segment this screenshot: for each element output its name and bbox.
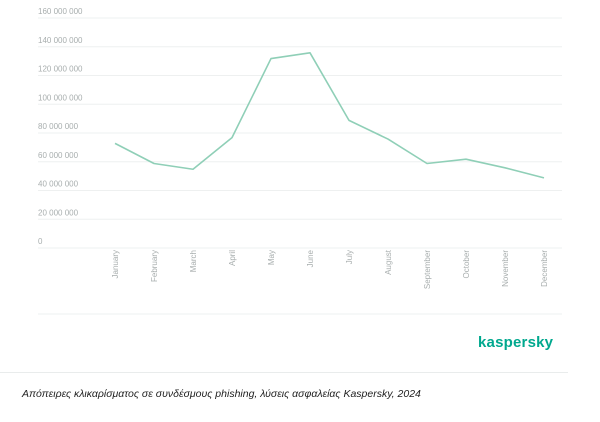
series-layer — [114, 52, 545, 179]
x-tick-label: November — [501, 250, 510, 287]
x-tick-label: January — [111, 250, 120, 278]
x-tick-label: September — [423, 250, 432, 289]
y-tick-label: 120 000 000 — [38, 65, 83, 74]
y-tick-label: 0 — [38, 237, 43, 246]
x-tick-label: August — [384, 249, 393, 275]
series-line — [114, 52, 545, 179]
chart-card: 0 20 000 000 40 000 000 60 000 000 80 000 00… — [0, 7, 568, 373]
y-tick-label: 60 000 000 — [38, 151, 79, 160]
y-tick-label: 20 000 000 — [38, 208, 79, 217]
x-tick-label: October — [462, 250, 471, 279]
x-tick-label: December — [540, 250, 549, 287]
x-tick-label: May — [267, 250, 276, 265]
x-axis-ticks: January February March April May June July Augu… — [111, 249, 549, 289]
kaspersky-logo: kaspersky — [478, 334, 554, 351]
x-tick-label: July — [345, 250, 354, 264]
x-tick-label: March — [189, 250, 198, 272]
y-tick-label: 140 000 000 — [38, 36, 83, 45]
y-tick-label: 80 000 000 — [38, 122, 79, 131]
x-tick-label: June — [306, 249, 315, 267]
x-tick-label: April — [228, 250, 237, 266]
y-tick-label: 160 000 000 — [38, 7, 83, 16]
y-tick-label: 40 000 000 — [38, 180, 79, 189]
x-tick-label: February — [150, 250, 159, 282]
grid-lines — [38, 17, 562, 315]
figure-caption: Απόπειρες κλικαρίσματος σε συνδέσμους ph… — [22, 388, 421, 400]
y-axis-ticks: 0 20 000 000 40 000 000 60 000 000 80 000 00… — [38, 7, 83, 246]
line-chart: 0 20 000 000 40 000 000 60 000 000 80 000 00… — [38, 7, 562, 315]
y-tick-label: 100 000 000 — [38, 93, 83, 102]
